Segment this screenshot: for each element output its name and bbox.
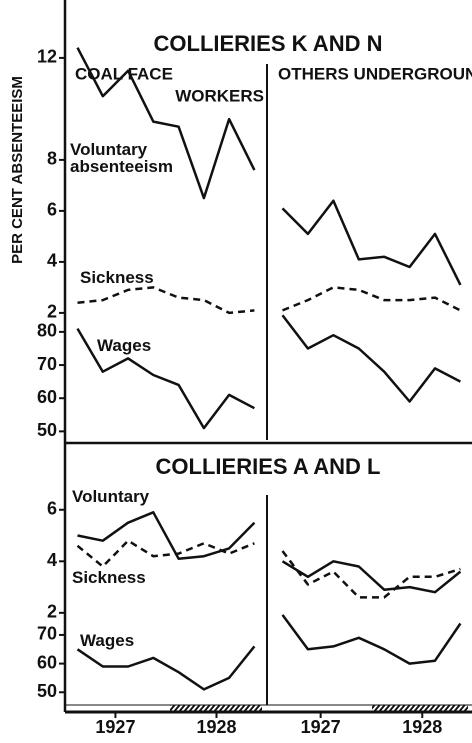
series-label: Voluntary absenteeism — [70, 140, 173, 176]
x-tick-label: 1928 — [196, 717, 236, 737]
x-tick-label: 1928 — [402, 717, 442, 737]
series-line — [76, 645, 256, 691]
y-tick-label: 4 — [47, 550, 57, 570]
hatch-bar — [372, 705, 468, 712]
column-header: OTHERS UNDERGROUND — [278, 64, 472, 83]
x-tick-label: 1927 — [301, 717, 341, 737]
series-label: Wages — [80, 631, 135, 650]
panel-title: COLLIERIES K AND N — [154, 31, 383, 56]
y-tick-label: 60 — [37, 387, 57, 407]
panel-title: COLLIERIES A AND L — [156, 454, 381, 479]
y-tick-label: 4 — [47, 251, 57, 271]
y-tick-label: 12 — [37, 47, 57, 67]
y-tick-label: 60 — [37, 652, 57, 672]
y-tick-label: 80 — [37, 321, 57, 341]
y-tick-label: 50 — [37, 420, 57, 440]
series-label: Wages — [97, 336, 152, 355]
y-tick-label: 8 — [47, 149, 57, 169]
y-tick-label: 6 — [47, 499, 57, 519]
y-tick-label: 2 — [47, 302, 57, 322]
y-tick-label: 50 — [37, 681, 57, 701]
x-tick-label: 1927 — [95, 717, 135, 737]
series-line — [77, 511, 256, 560]
series-line — [281, 560, 462, 594]
series-label: Sickness — [72, 568, 146, 587]
series-line — [281, 550, 461, 599]
y-tick-label: 6 — [47, 200, 57, 220]
series-line — [76, 327, 255, 430]
series-line — [281, 314, 461, 403]
series-line — [282, 286, 461, 312]
series-line — [281, 199, 462, 286]
frame — [63, 0, 472, 714]
series-line — [76, 47, 256, 200]
series-label: Sickness — [80, 268, 154, 287]
hatch-bar — [170, 705, 262, 712]
series-label: Voluntary — [72, 487, 150, 506]
y-axis-label: PER CENT ABSENTEEISM — [9, 76, 26, 264]
column-header: WORKERS — [175, 86, 264, 105]
series-line — [77, 286, 255, 315]
y-tick-label: 70 — [37, 354, 57, 374]
series-line — [281, 614, 462, 665]
y-tick-label: 2 — [47, 602, 57, 622]
y-tick-label: 70 — [37, 624, 57, 644]
series-line — [76, 539, 255, 568]
